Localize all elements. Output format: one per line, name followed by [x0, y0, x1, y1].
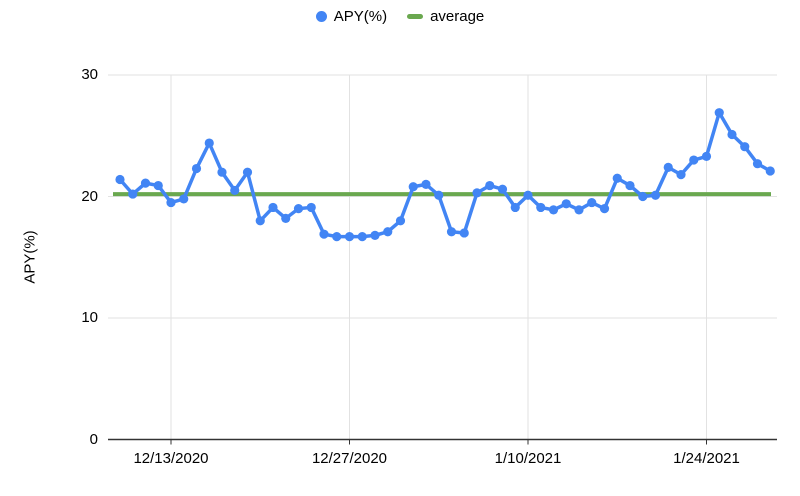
data-point: [663, 162, 673, 172]
data-point: [561, 199, 571, 209]
data-point: [128, 189, 138, 199]
data-point: [727, 129, 737, 140]
data-point: [574, 205, 584, 215]
data-point: [485, 180, 495, 191]
data-point: [395, 216, 406, 226]
data-point: [140, 178, 151, 188]
data-point: [689, 155, 699, 165]
data-point: [459, 228, 469, 238]
data-point: [638, 191, 648, 202]
data-point: [650, 190, 661, 200]
data-point: [357, 231, 367, 242]
data-point: [179, 194, 189, 204]
data-point: [497, 184, 508, 194]
data-point: [191, 163, 202, 174]
data-point: [676, 170, 686, 180]
data-point: [612, 173, 622, 183]
apy-series-dot-icon: [315, 11, 327, 22]
data-point: [523, 190, 533, 200]
data-point: [115, 174, 125, 185]
y-axis-tick-label: 30: [81, 66, 98, 83]
data-point: [408, 182, 418, 192]
average-line-dash-icon: [407, 14, 424, 19]
data-point: [536, 202, 546, 213]
data-point: [752, 159, 763, 169]
data-point: [765, 166, 775, 176]
data-point: [255, 216, 265, 226]
data-point: [434, 190, 444, 200]
y-axis-tick-label: 10: [81, 309, 98, 326]
x-axis-tick-label: 12/27/2020: [311, 450, 388, 467]
y-axis-title: APY(%): [21, 230, 39, 284]
data-point: [548, 205, 559, 215]
data-point: [293, 204, 304, 214]
x-axis-tick-label: 12/13/2020: [133, 450, 209, 467]
data-point: [332, 231, 342, 242]
data-point: [701, 151, 712, 162]
legend-label-average: average: [430, 8, 485, 25]
data-point: [446, 227, 457, 237]
data-point: [242, 167, 253, 177]
legend-item-average: average: [407, 8, 484, 25]
data-point: [306, 202, 316, 213]
data-point: [625, 180, 635, 191]
data-point: [230, 185, 240, 196]
y-axis-tick-label: 20: [81, 187, 98, 205]
data-point: [370, 230, 380, 240]
data-point: [714, 108, 724, 118]
data-point: [383, 227, 393, 237]
apy-series-line: [118, 110, 772, 239]
x-axis-tick-label: 1/24/2021: [673, 450, 740, 467]
data-point: [153, 180, 163, 191]
data-point: [217, 167, 227, 177]
data-point: [510, 202, 520, 213]
chart-legend: APY(%) average: [0, 8, 800, 25]
data-point: [204, 138, 214, 148]
y-axis-tick-label: 0: [89, 430, 98, 448]
legend-label-apy: APY(%): [333, 8, 388, 25]
legend-item-apy: APY(%): [315, 8, 388, 25]
data-point: [268, 202, 278, 213]
x-axis-tick-label: 1/10/2021: [494, 450, 562, 467]
data-point: [587, 197, 597, 208]
data-point: [421, 179, 431, 189]
data-point: [344, 231, 355, 242]
data-point: [599, 204, 610, 214]
data-point: [166, 197, 176, 208]
data-point: [281, 213, 291, 223]
data-point: [472, 188, 482, 198]
data-point: [740, 142, 750, 152]
data-point: [319, 229, 329, 239]
